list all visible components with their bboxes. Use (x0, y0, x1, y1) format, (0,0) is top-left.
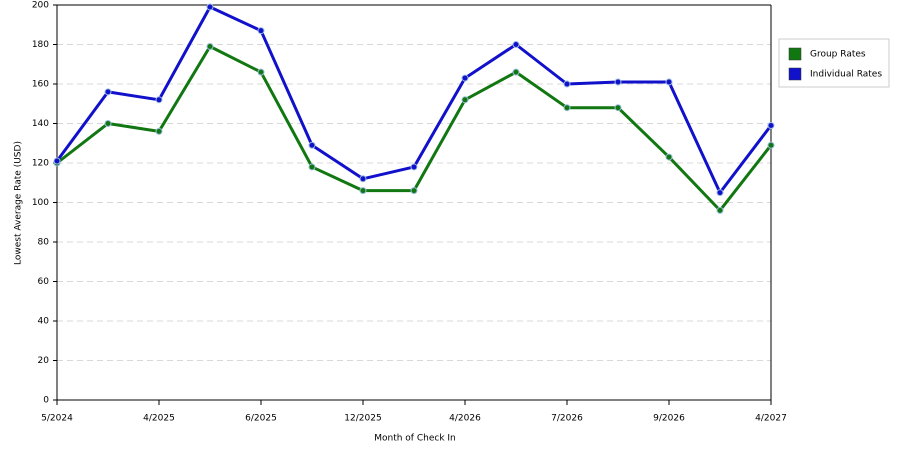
y-tick-label: 80 (38, 238, 50, 248)
point (155, 127, 163, 135)
point (767, 141, 775, 149)
point (410, 187, 418, 195)
point (716, 206, 724, 214)
point (257, 68, 265, 76)
y-tick-label: 140 (32, 119, 49, 129)
point (614, 104, 622, 112)
point (104, 88, 112, 96)
x-tick-label: 12/2025 (344, 414, 381, 424)
point (308, 163, 316, 171)
y-axis-label: Lowest Average Rate (USD) (14, 141, 24, 265)
y-tick-label: 180 (32, 40, 49, 50)
point (359, 187, 367, 195)
y-tick-label: 40 (38, 317, 50, 327)
point (257, 27, 265, 35)
point (206, 3, 214, 11)
point (461, 96, 469, 104)
y-tick-label: 160 (32, 80, 49, 90)
point (359, 175, 367, 183)
point (665, 78, 673, 86)
point (563, 80, 571, 88)
point (614, 78, 622, 86)
point (716, 189, 724, 197)
y-tick-label: 100 (32, 198, 49, 208)
point (563, 104, 571, 112)
point (461, 74, 469, 82)
point (410, 163, 418, 171)
point (665, 153, 673, 161)
point (512, 68, 520, 76)
x-tick-label: 4/2027 (755, 414, 787, 424)
y-tick-label: 200 (32, 1, 49, 11)
point (767, 121, 775, 129)
legend-swatch (788, 67, 802, 81)
point (206, 42, 214, 50)
point (512, 41, 520, 48)
x-tick-label: 4/2026 (449, 414, 481, 424)
point (104, 120, 112, 127)
x-tick-label: 6/2025 (245, 414, 277, 424)
x-tick-label: 7/2026 (551, 414, 583, 424)
point (155, 96, 163, 104)
legend-label: Group Rates (810, 50, 866, 60)
y-tick-label: 120 (32, 159, 49, 169)
y-tick-label: 20 (38, 356, 50, 366)
y-tick-label: 0 (43, 396, 49, 406)
legend-label: Individual Rates (810, 70, 882, 80)
x-tick-label: 4/2025 (143, 414, 175, 424)
point (53, 157, 61, 165)
x-axis-label: Month of Check In (374, 434, 456, 444)
y-tick-label: 60 (38, 277, 50, 287)
x-tick-label: 9/2026 (653, 414, 685, 424)
x-tick-label: 5/2024 (41, 414, 73, 424)
legend-swatch (788, 47, 802, 61)
point (308, 141, 316, 149)
